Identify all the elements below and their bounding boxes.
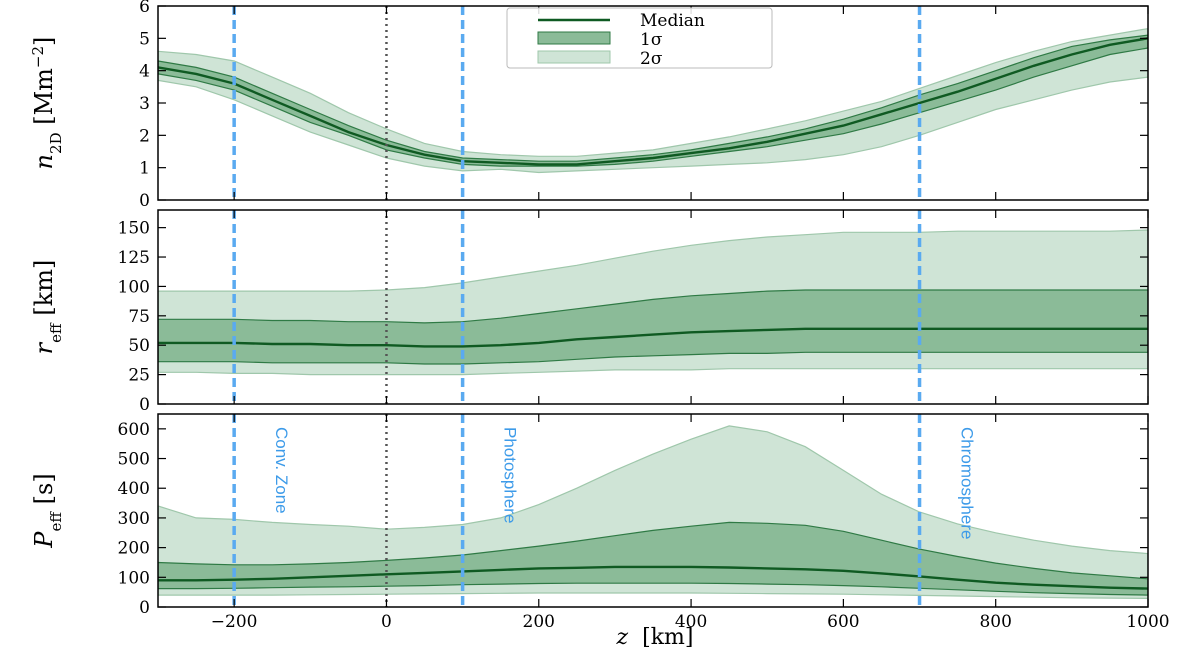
legend: Median 1σ 2σ bbox=[506, 7, 773, 69]
plot-area bbox=[158, 229, 1148, 376]
legend-median-label: Median bbox=[640, 11, 705, 31]
legend-1sigma-patch bbox=[537, 31, 611, 45]
y-tick-label: 200 bbox=[118, 539, 150, 559]
y-tick-label: 6 bbox=[139, 0, 150, 17]
y-axis-title-part: r bbox=[30, 341, 58, 354]
y-axis-title-part: n bbox=[30, 154, 58, 169]
y-axis-title-part: 2D bbox=[47, 132, 65, 154]
y-tick-label: 125 bbox=[118, 248, 150, 268]
y-axis-title-part: [Mm bbox=[30, 68, 58, 133]
y-axis-title-part: P bbox=[30, 531, 58, 549]
panel-2: 0 25 50 75 100 125 150 reff [km] bbox=[30, 209, 1149, 415]
y-tick-label: 300 bbox=[118, 509, 150, 529]
y-tick-label: 75 bbox=[128, 307, 150, 327]
y-tick-label: 2 bbox=[139, 126, 150, 146]
x-tick-label: 1000 bbox=[1126, 612, 1169, 632]
plot-area bbox=[158, 425, 1148, 600]
region-label: Photosphere bbox=[501, 427, 520, 523]
x-axis-unit: [km] bbox=[642, 625, 693, 650]
y-axis-title: reff [km] bbox=[30, 260, 65, 355]
y-tick-label: 400 bbox=[118, 479, 150, 499]
panel-frame bbox=[157, 413, 1149, 608]
region-label: Chromosphere bbox=[958, 427, 977, 539]
median-line bbox=[158, 565, 1148, 590]
x-tick-label: 400 bbox=[675, 612, 707, 632]
median-line bbox=[158, 37, 1148, 166]
panel-1: 0 1 2 3 4 5 6 n2D [Mm−2] bbox=[29, 0, 1149, 211]
y-tick-label: 600 bbox=[118, 420, 150, 440]
y-tick-label: 5 bbox=[139, 29, 150, 49]
legend-2sigma-patch bbox=[537, 50, 611, 64]
x-tick-label: 200 bbox=[523, 612, 555, 632]
y-axis-title: n2D [Mm−2] bbox=[29, 37, 65, 170]
legend-1sigma-label: 1σ bbox=[640, 30, 663, 50]
y-tick-label: 1 bbox=[139, 159, 150, 179]
two-sigma-band bbox=[158, 27, 1148, 174]
x-tick-label: 0 bbox=[381, 612, 392, 632]
y-axis-title: Peff [s] bbox=[30, 473, 65, 548]
y-axis-title-part: −2 bbox=[29, 46, 47, 68]
y-tick-label: 500 bbox=[118, 450, 150, 470]
y-tick-label: 0 bbox=[139, 191, 150, 211]
panel-3: −200 0 200 400 600 800 1000 0 100 200 300 400 500 600… bbox=[30, 413, 1170, 632]
y-axis-title-part: eff bbox=[47, 322, 65, 343]
x-axis-title: z [km] bbox=[616, 625, 694, 650]
x-tick-label: 800 bbox=[979, 612, 1011, 632]
y-tick-label: 100 bbox=[118, 277, 150, 297]
y-tick-label: 25 bbox=[128, 366, 150, 386]
y-tick-label: 50 bbox=[128, 336, 150, 356]
x-axis-symbol: z bbox=[616, 625, 629, 650]
y-axis-title-part: ] bbox=[30, 37, 58, 46]
y-tick-label: 3 bbox=[139, 94, 150, 114]
x-tick-label: 600 bbox=[827, 612, 859, 632]
y-axis-title-part: eff bbox=[47, 511, 65, 532]
median-line bbox=[158, 327, 1148, 348]
legend-2sigma-label: 2σ bbox=[640, 49, 663, 69]
panel-frame bbox=[157, 209, 1149, 405]
y-axis-title-part: [s] bbox=[30, 473, 58, 512]
y-tick-label: 0 bbox=[139, 395, 150, 415]
y-tick-label: 4 bbox=[139, 62, 150, 82]
region-label: Conv. Zone bbox=[272, 427, 291, 514]
x-tick-label: −200 bbox=[211, 612, 258, 632]
y-tick-label: 0 bbox=[139, 598, 150, 618]
y-axis-title-part: [km] bbox=[30, 260, 58, 324]
y-tick-label: 150 bbox=[118, 219, 150, 239]
y-tick-label: 100 bbox=[118, 568, 150, 588]
